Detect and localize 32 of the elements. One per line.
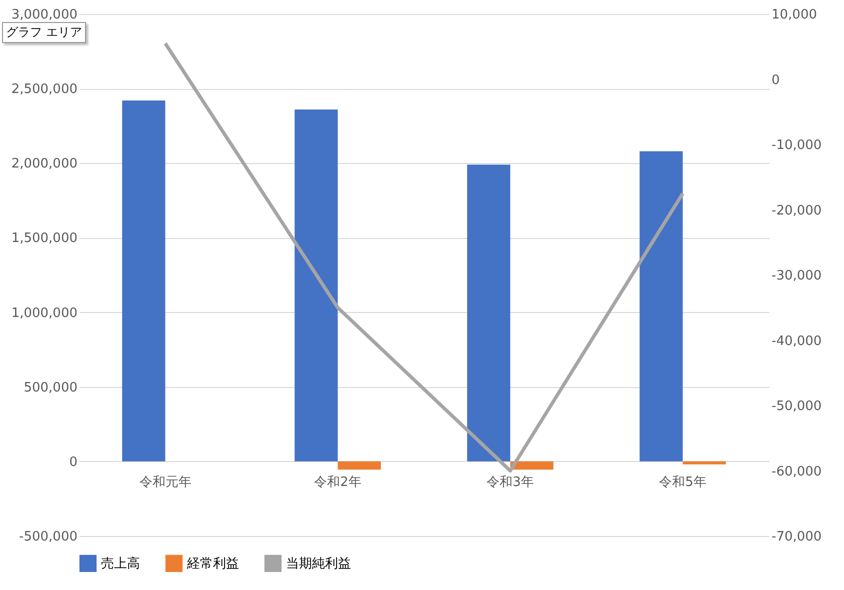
bar [294,109,338,462]
bar [682,461,726,464]
y2-tick-label: -10,000 [772,138,822,153]
bar [338,461,381,470]
y-tick-label: 3,000,000 [11,8,78,22]
y2-tick-label: -30,000 [772,268,822,284]
tooltip-label: グラフ エリア [2,22,86,43]
y2-tick-label: -40,000 [772,334,822,349]
y2-tick-label: 10,000 [772,8,817,22]
x-tick-label: 令和元年 [139,474,192,490]
y-tick-label: 500,000 [24,380,78,396]
x-tick-label: 令和2年 [314,474,362,490]
y-tick-label: 2,500,000 [11,82,78,98]
y2-tick-label: -20,000 [772,203,822,218]
legend-label: 売上高 [101,555,140,572]
y-tick-label: 0 [69,454,78,470]
bar [467,164,510,462]
y2-tick-label: -70,000 [772,530,822,544]
y2-tick-label: 0 [772,72,780,88]
y-tick-label: 1,500,000 [11,231,78,246]
y-tick-label: 2,000,000 [11,156,78,172]
y-tick-label: 1,000,000 [11,306,78,321]
legend-label: 経常利益 [186,556,239,572]
legend-label: 当期純利益 [286,556,351,572]
line-series [164,42,684,472]
bar [122,100,166,462]
x-tick-label: 令和3年 [486,474,534,490]
bar [640,151,683,462]
y2-tick-label: -50,000 [772,399,822,414]
x-tick-label: 令和5年 [659,474,706,490]
y2-tick-label: -60,000 [772,464,822,480]
y-tick-label: -500,000 [19,530,78,544]
